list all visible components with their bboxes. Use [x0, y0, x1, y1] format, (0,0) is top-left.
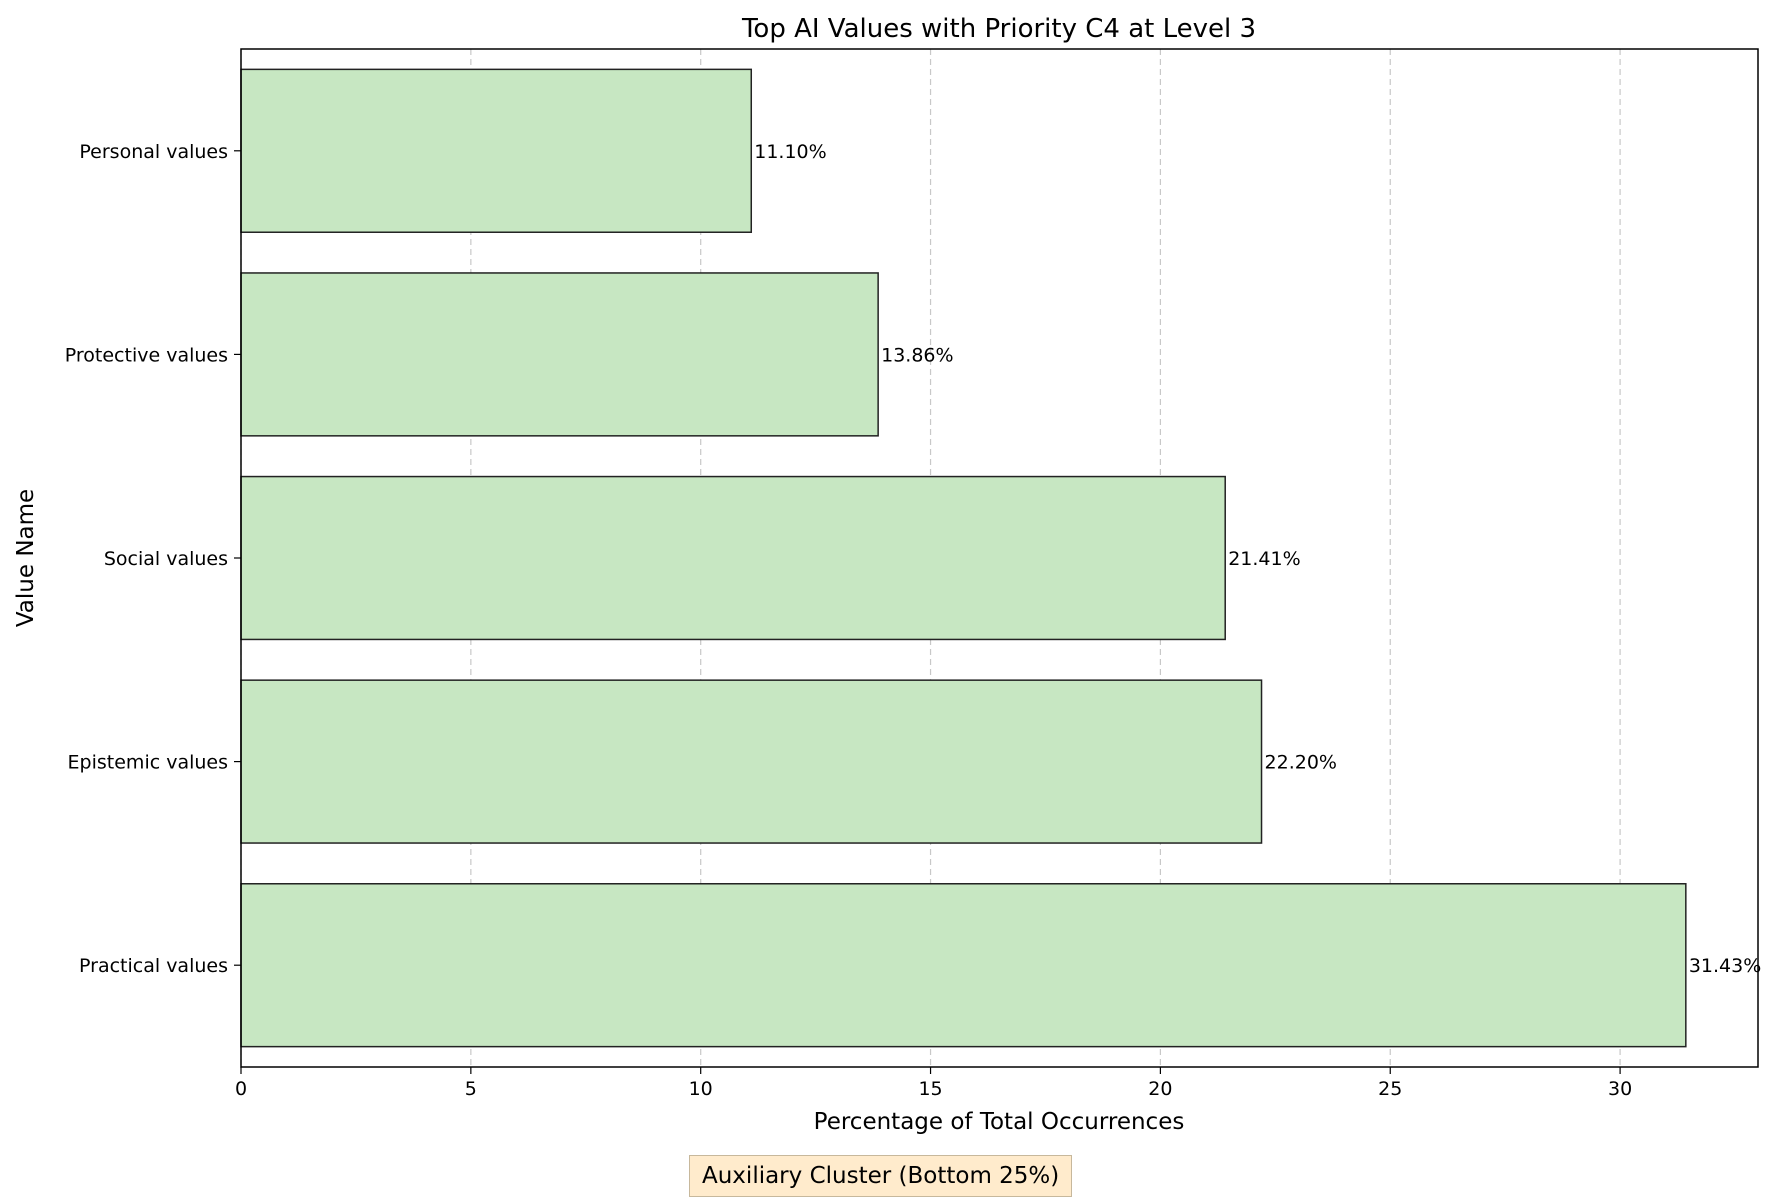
bar	[240, 883, 1687, 1048]
x-tick-label: 10	[689, 1078, 713, 1100]
y-tick-label: Practical values	[79, 955, 228, 977]
x-tick-label: 30	[1608, 1078, 1632, 1100]
y-axis-ticks: Practical values Epistemic values Social v…	[65, 141, 241, 977]
bar	[240, 475, 1226, 641]
y-tick-label: Epistemic values	[68, 752, 228, 774]
bar-value-label: 11.10%	[754, 141, 826, 163]
y-axis-title: Value Name	[13, 489, 39, 627]
x-tick-label: 25	[1378, 1078, 1402, 1100]
cluster-label-box: Auxiliary Cluster (Bottom 25%)	[689, 1155, 1073, 1197]
bar-value-label: 31.43%	[1689, 955, 1761, 977]
cluster-label-text: Auxiliary Cluster (Bottom 25%)	[702, 1163, 1060, 1189]
bar-value-label: 21.41%	[1228, 548, 1300, 570]
x-tick-label: 0	[235, 1078, 247, 1100]
y-tick-label: Personal values	[79, 141, 228, 163]
bar	[240, 68, 753, 233]
x-axis-ticks: 0 5 10 15 20 25 30	[235, 1067, 1632, 1100]
y-tick-label: Protective values	[65, 344, 228, 366]
y-tick-label: Social values	[104, 548, 228, 570]
bar	[240, 679, 1263, 844]
x-tick-label: 5	[465, 1078, 477, 1100]
x-tick-label: 20	[1148, 1078, 1172, 1100]
x-tick-label: 15	[918, 1078, 942, 1100]
bar-value-label: 13.86%	[881, 344, 953, 366]
bar	[240, 272, 879, 437]
x-axis-title: Percentage of Total Occurrences	[814, 1109, 1185, 1135]
bar-value-label: 22.20%	[1265, 752, 1337, 774]
bars: 31.43% 22.20% 21.41% 13.86% 11.10%	[240, 68, 1761, 1048]
chart-title: Top AI Values with Priority C4 at Level …	[741, 14, 1256, 44]
